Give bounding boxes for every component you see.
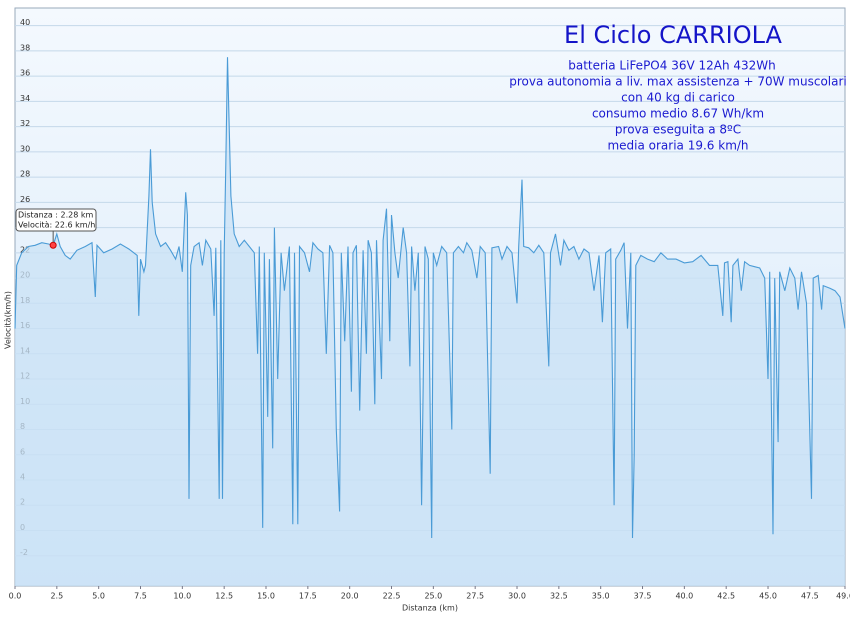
x-axis-title: Distanza (km) xyxy=(402,604,458,613)
annotation: prova eseguita a 8ºC xyxy=(615,123,741,137)
annotation: batteria LiFePO4 36V 12Ah 432Wh xyxy=(568,59,776,73)
area-fill xyxy=(15,57,845,586)
x-tick-label: 10.0 xyxy=(173,592,191,601)
y-axis-title: Velocità(km/h) xyxy=(4,291,13,349)
y-tick-label: 30 xyxy=(20,144,30,153)
y-tick-label: 38 xyxy=(20,43,30,52)
labels: El Ciclo CARRIOLA batteria LiFePO4 36V 1… xyxy=(4,21,847,613)
x-tick-label: 49.6 xyxy=(836,592,850,601)
annotation: media oraria 19.6 km/h xyxy=(607,139,748,153)
x-tick-label: 0.0 xyxy=(9,592,22,601)
x-tick-label: 22.5 xyxy=(383,592,401,601)
tooltip-box xyxy=(15,208,97,232)
x-tick-label: 12.5 xyxy=(215,592,233,601)
x-tick-label: 20.0 xyxy=(341,592,359,601)
x-tick-label: 32.5 xyxy=(550,592,568,601)
annotation: consumo medio 8.67 Wh/km xyxy=(592,107,764,121)
x-tick-label: 2.5 xyxy=(50,592,63,601)
x-tick-label: 7.5 xyxy=(134,592,147,601)
annotation: prova autonomia a liv. max assistenza + … xyxy=(509,75,847,89)
x-tick-label: 42.5 xyxy=(717,592,735,601)
y-tick-label: 36 xyxy=(20,69,30,78)
x-tick-label: 30.0 xyxy=(508,592,526,601)
x-tick-label: 35.0 xyxy=(592,592,610,601)
chart-title: El Ciclo CARRIOLA xyxy=(564,21,782,49)
y-tick-label: 26 xyxy=(20,195,30,204)
x-tick-label: 45.0 xyxy=(759,592,777,601)
y-tick-label: 34 xyxy=(20,94,30,103)
line xyxy=(14,57,846,539)
x-tick-label: 25.0 xyxy=(424,592,442,601)
tooltip-text: Velocità: 22.6 km/h xyxy=(18,221,95,230)
y-tick-label: 40 xyxy=(20,18,30,27)
x-tick-label: 27.5 xyxy=(466,592,484,601)
highlight-marker xyxy=(49,241,57,249)
annotation: con 40 kg di carico xyxy=(621,91,735,105)
tooltip-text: Distanza : 2.28 km xyxy=(18,211,94,220)
y-tick-label: 28 xyxy=(20,170,30,179)
x-tick-label: 40.0 xyxy=(675,592,693,601)
x-tick-label: 15.0 xyxy=(257,592,275,601)
x-tick-label: 17.5 xyxy=(299,592,317,601)
y-tick-label: 32 xyxy=(20,119,30,128)
x-tick-label: 47.5 xyxy=(801,592,819,601)
x-tick-label: 37.5 xyxy=(634,592,652,601)
x-tick-label: 5.0 xyxy=(92,592,105,601)
